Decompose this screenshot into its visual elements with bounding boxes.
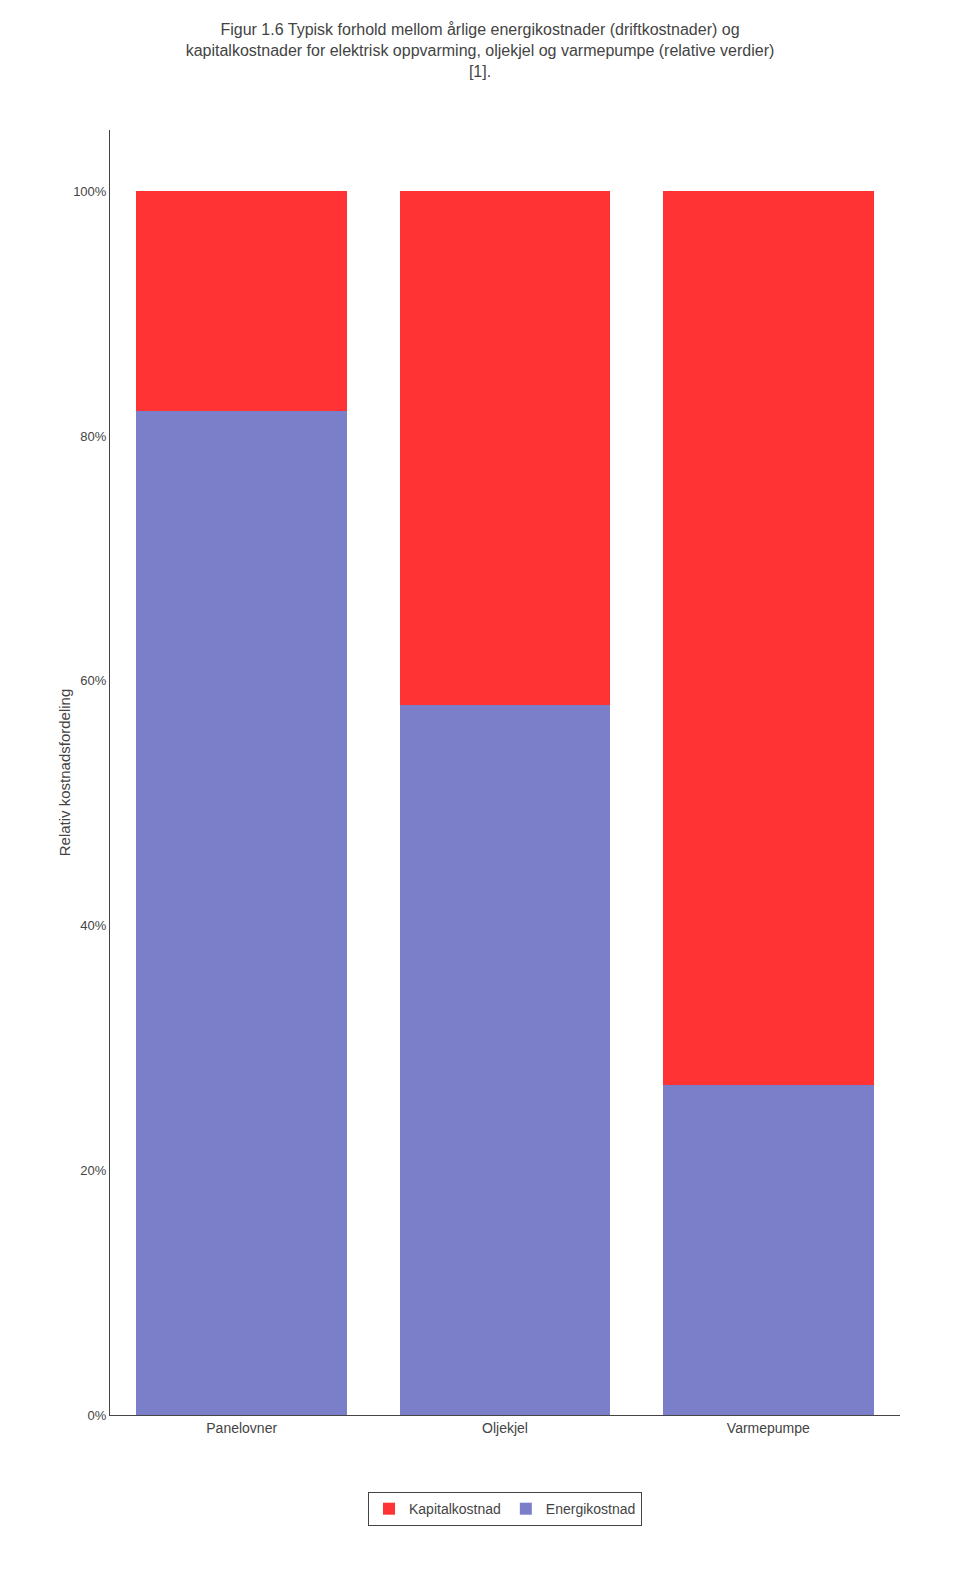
svg-text:Energikostnad: Energikostnad xyxy=(546,1501,636,1517)
svg-text:40%: 40% xyxy=(80,918,106,933)
svg-text:0%: 0% xyxy=(88,1408,107,1423)
svg-text:60%: 60% xyxy=(80,673,106,688)
svg-text:Relativ kostnadsfordeling: Relativ kostnadsfordeling xyxy=(56,689,73,857)
svg-text:100%: 100% xyxy=(73,184,107,199)
svg-text:20%: 20% xyxy=(80,1163,106,1178)
svg-text:Varmepumpe: Varmepumpe xyxy=(727,1420,810,1436)
svg-text:80%: 80% xyxy=(80,429,106,444)
svg-text:Oljekjel: Oljekjel xyxy=(482,1420,528,1436)
svg-text:Kapitalkostnad: Kapitalkostnad xyxy=(409,1501,501,1517)
svg-text:Figur 1.6 Typisk forhold mello: Figur 1.6 Typisk forhold mellom årlige e… xyxy=(186,21,775,80)
svg-text:Panelovner: Panelovner xyxy=(206,1420,277,1436)
